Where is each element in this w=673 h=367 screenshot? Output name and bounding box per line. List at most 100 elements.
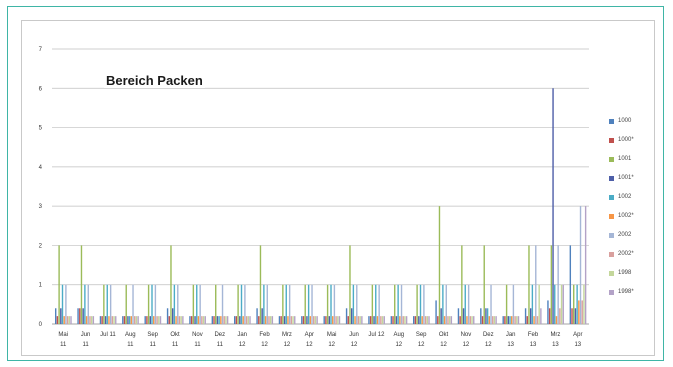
bar-1998star-6 <box>204 316 206 324</box>
x-tick-label-year: 12 <box>284 342 291 348</box>
bar-1000-3 <box>122 316 124 324</box>
bar-2002star-20 <box>514 316 516 324</box>
bar-1001star-0 <box>60 308 62 324</box>
bar-1998-8 <box>247 316 249 324</box>
legend-label: 1998* <box>618 289 634 295</box>
bar-1998star-21 <box>540 308 542 324</box>
x-tick-label: Dez <box>214 332 225 338</box>
bar-1998star-9 <box>271 316 274 324</box>
x-tick-label: Apr <box>305 332 314 338</box>
bar-2002star-1 <box>89 316 91 324</box>
bar-1002star-2 <box>108 316 110 324</box>
legend-swatch <box>609 252 614 257</box>
bar-1998-2 <box>113 316 115 324</box>
x-tick-label: Feb <box>259 332 270 338</box>
bar-1000-18 <box>457 308 460 324</box>
bar-1998star-17 <box>450 316 453 324</box>
x-tick-label-year: 13 <box>552 342 559 348</box>
legend-swatch <box>609 233 614 238</box>
x-tick-label: Mai <box>327 332 337 338</box>
bar-2002star-17 <box>447 316 449 324</box>
bar-2002star-0 <box>66 316 69 324</box>
legend-swatch <box>609 271 614 276</box>
bar-1000-14 <box>368 316 370 324</box>
bar-2002-18 <box>467 284 470 324</box>
bar-1000star-1 <box>79 308 81 324</box>
bar-2002-15 <box>400 284 403 324</box>
bar-1001-11 <box>304 284 306 324</box>
bar-1998star-13 <box>361 316 363 324</box>
legend-item: 1000 <box>609 117 669 136</box>
bar-1001star-4 <box>149 316 151 324</box>
bar-1002-21 <box>531 284 534 324</box>
bar-1001-12 <box>326 284 329 324</box>
bar-2002star-12 <box>335 316 337 324</box>
bar-1998star-3 <box>137 316 139 324</box>
bar-1002star-0 <box>63 316 65 324</box>
bar-1998-19 <box>493 316 496 324</box>
bar-1001-6 <box>192 284 195 324</box>
x-tick-label: Dez <box>483 332 494 338</box>
y-tick-label: 2 <box>39 243 43 249</box>
legend-label: 1000 <box>618 118 632 124</box>
legend-item: 1001* <box>609 174 669 193</box>
x-tick-label-year: 11 <box>172 342 179 348</box>
bar-1000star-15 <box>392 316 394 324</box>
legend-label: 1002 <box>618 194 632 200</box>
bar-1001-21 <box>528 245 530 324</box>
legend-label: 1000* <box>618 137 634 143</box>
bar-1001-2 <box>103 284 105 324</box>
legend-item: 1998* <box>609 288 669 307</box>
y-tick-label: 6 <box>39 86 43 92</box>
bar-2002star-13 <box>357 316 360 324</box>
bar-1001-14 <box>371 284 374 324</box>
bar-1000star-7 <box>213 316 215 324</box>
bar-1002-6 <box>196 284 198 324</box>
x-tick-label-year: 12 <box>261 342 268 348</box>
bar-1001-3 <box>125 284 127 324</box>
bar-1998-16 <box>426 316 428 324</box>
bar-1002-14 <box>375 284 377 324</box>
legend-label: 1998 <box>618 270 632 276</box>
bar-1000-23 <box>569 245 572 324</box>
x-tick-label-year: 11 <box>127 342 134 348</box>
bar-1001star-3 <box>127 316 129 324</box>
bar-1001-8 <box>237 284 239 324</box>
bar-1002star-9 <box>264 316 267 324</box>
legend-label: 1001 <box>618 156 632 162</box>
bar-2002-17 <box>445 284 447 324</box>
y-tick-label: 3 <box>39 204 43 210</box>
bar-1002-18 <box>464 284 466 324</box>
bar-1001star-7 <box>216 316 219 324</box>
bar-1998-17 <box>448 316 451 324</box>
bar-1002star-12 <box>332 316 334 324</box>
bar-2002star-14 <box>380 316 382 324</box>
bar-1002star-14 <box>376 316 379 324</box>
bar-1000-9 <box>256 308 258 324</box>
bar-1002-13 <box>352 284 355 324</box>
bar-2002star-6 <box>201 316 203 324</box>
bar-2002-22 <box>557 245 559 324</box>
bar-1000star-9 <box>258 316 260 324</box>
bar-1002-23 <box>576 284 578 324</box>
legend-item: 2002 <box>609 231 669 250</box>
bar-1001star-11 <box>306 316 308 324</box>
bar-2002-9 <box>266 284 268 324</box>
x-tick-label-year: 11 <box>150 342 157 348</box>
bar-1002star-19 <box>488 316 491 324</box>
bar-1002star-22 <box>555 316 558 324</box>
bar-1998-15 <box>404 316 406 324</box>
bar-2002-13 <box>356 284 358 324</box>
bar-1002-12 <box>330 284 332 324</box>
bar-1001-17 <box>438 206 441 324</box>
x-tick-label: Mrz <box>550 332 560 338</box>
bar-1001star-23 <box>574 308 577 324</box>
bar-1002star-4 <box>153 316 155 324</box>
bar-1001star-17 <box>440 308 442 324</box>
x-tick-label: Jun <box>349 332 359 338</box>
bar-1002star-20 <box>511 316 513 324</box>
bar-1002-11 <box>307 284 310 324</box>
bar-1000star-4 <box>146 316 148 324</box>
bar-1000star-3 <box>123 316 126 324</box>
bar-1000star-17 <box>437 316 439 324</box>
